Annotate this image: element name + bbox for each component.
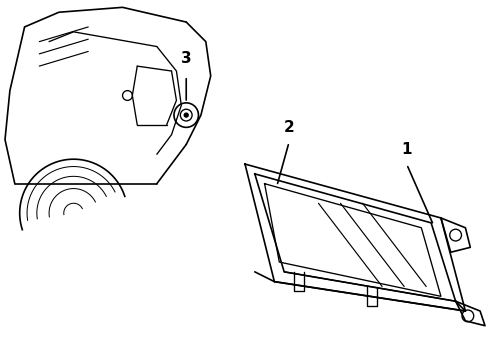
Text: 3: 3	[181, 51, 192, 66]
Text: 1: 1	[401, 142, 412, 157]
Circle shape	[184, 113, 188, 117]
Text: 2: 2	[284, 120, 294, 135]
